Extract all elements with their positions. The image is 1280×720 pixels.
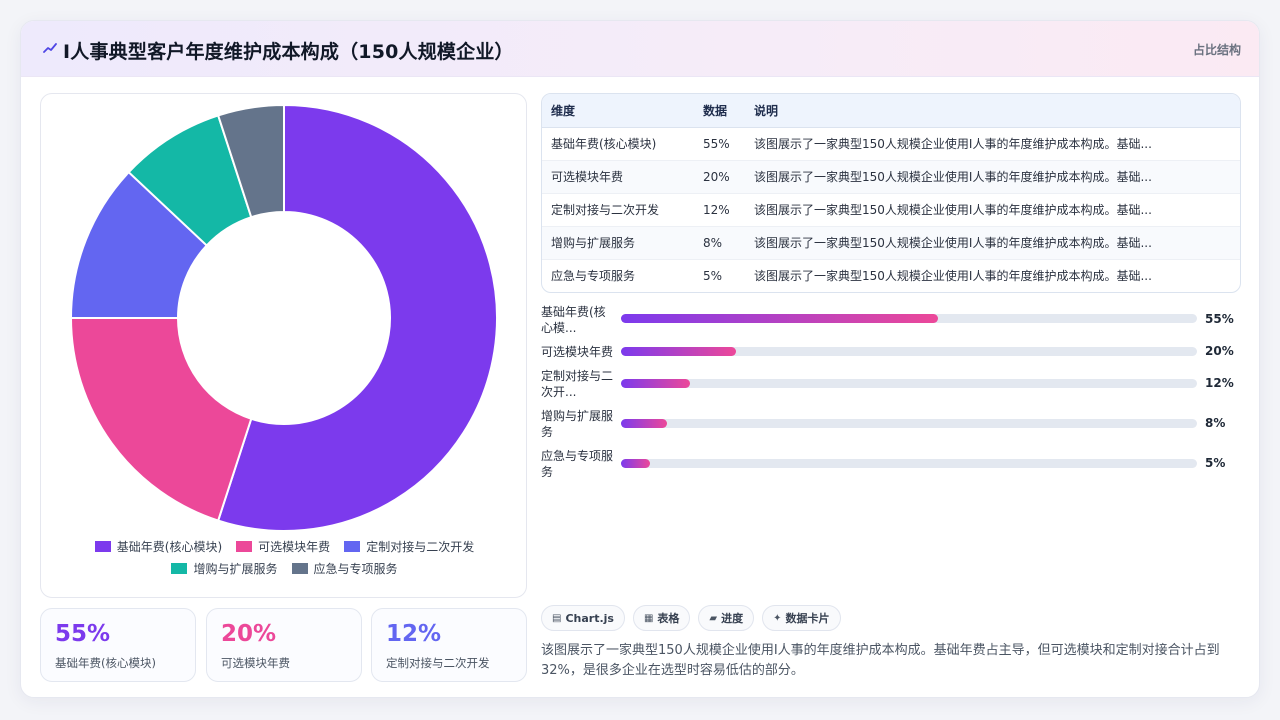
legend-label: 应急与专项服务	[313, 562, 398, 576]
stat-card-base-fee: 55% 基础年费(核心模块)	[40, 608, 196, 682]
stat-label: 可选模块年费	[221, 656, 290, 670]
table-cell: 该图展示了一家典型150人规模企业使用I人事的年度维护成本构成。基础...	[754, 269, 1152, 284]
data-table: 维度 数据 说明 基础年费(核心模块) 55% 该图展示了一家典型150人规模企业使…	[541, 93, 1241, 293]
slice-emergency[interactable]	[216, 103, 285, 219]
table-header-row: 维度 数据 说明	[542, 94, 1240, 128]
table-cell: 应急与专项服务	[551, 269, 636, 284]
legend-swatch	[171, 563, 188, 574]
progress-fill	[621, 379, 691, 388]
progress-track	[621, 314, 1197, 323]
legend-swatch	[291, 563, 308, 574]
progress-fill	[621, 314, 938, 323]
legend-label: 可选模块年费	[258, 540, 331, 554]
legend-item[interactable]: 增购与扩展服务	[171, 560, 278, 577]
legend-row-2: 增购与扩展服务 应急与专项服务	[41, 560, 528, 577]
slice-optional-modules[interactable]	[69, 317, 253, 522]
stat-value: 12%	[386, 621, 442, 647]
progress-label: 基础年费(核心模...	[541, 305, 606, 335]
legend-swatch	[94, 541, 111, 552]
table-cell: 12%	[694, 193, 745, 227]
legend-label: 定制对接与二次开发	[366, 540, 475, 554]
stat-label: 定制对接与二次开发	[386, 656, 490, 670]
legend-swatch	[344, 541, 361, 552]
stat-card-custom-dev: 12% 定制对接与二次开发	[371, 608, 527, 682]
chip-label: Chart.js	[565, 611, 614, 625]
chip-progress[interactable]: ▰ 进度	[698, 605, 755, 631]
feature-chips: ▤ Chart.js ▦ 表格 ▰ 进度 ✦ 数据卡片	[541, 605, 841, 631]
table-row[interactable]: 定制对接与二次开发 12% 该图展示了一家典型150人规模企业使用I人事的年度维护成…	[542, 193, 1240, 227]
progress-label: 定制对接与二次开...	[541, 369, 614, 399]
column-header: 说明	[745, 94, 1240, 128]
progress-label: 可选模块年费	[541, 345, 614, 359]
table-cell: 55%	[694, 127, 745, 161]
table-row[interactable]: 应急与专项服务 5% 该图展示了一家典型150人规模企业使用I人事的年度维护成本构成…	[542, 259, 1240, 292]
table-cell: 基础年费(核心模块)	[542, 127, 694, 161]
table-cell: 定制对接与二次开发	[542, 193, 694, 227]
legend-item[interactable]: 可选模块年费	[236, 538, 330, 555]
column-header: 维度	[542, 94, 694, 128]
table-icon: ▦	[643, 612, 654, 624]
progress-label: 应急与专项服务	[541, 449, 614, 479]
progress-icon: ▰	[709, 612, 718, 624]
progress-value: 12%	[1205, 376, 1234, 390]
progress-track	[621, 347, 1197, 356]
chip-label: 数据卡片	[785, 612, 830, 625]
table-cell: 增购与扩展服务	[542, 226, 694, 260]
table-cell: 该图展示了一家典型150人规模企业使用I人事的年度维护成本构成。基础...	[745, 226, 1240, 260]
table-cell: 5%	[703, 268, 723, 283]
table-cell: 可选模块年费	[542, 160, 694, 194]
progress-fill	[621, 347, 737, 356]
chip-label: 表格	[657, 612, 680, 625]
table-cell: 该图展示了一家典型150人规模企业使用I人事的年度维护成本构成。基础...	[745, 127, 1240, 161]
progress-value: 55%	[1205, 312, 1234, 326]
trend-line-icon	[43, 43, 57, 53]
column-header: 数据	[694, 94, 745, 128]
table-cell: 该图展示了一家典型150人规模企业使用I人事的年度维护成本构成。基础...	[745, 193, 1240, 227]
table-cell: 该图展示了一家典型150人规模企业使用I人事的年度维护成本构成。基础...	[745, 160, 1240, 194]
progress-value: 8%	[1205, 416, 1226, 430]
progress-fill	[621, 419, 668, 428]
legend-item[interactable]: 基础年费(核心模块)	[94, 538, 223, 555]
stat-card-optional-modules: 20% 可选模块年费	[206, 608, 362, 682]
chip-table[interactable]: ▦ 表格	[632, 605, 691, 631]
table-row[interactable]: 增购与扩展服务 8% 该图展示了一家典型150人规模企业使用I人事的年度维护成本构成…	[542, 226, 1240, 260]
table-cell: 8%	[694, 226, 745, 260]
legend-swatch	[236, 541, 253, 552]
progress-track	[621, 379, 1197, 388]
stat-value: 20%	[221, 621, 277, 647]
legend-item[interactable]: 定制对接与二次开发	[344, 538, 474, 555]
header-tag: 占比结构	[1192, 43, 1241, 57]
stat-label: 基础年费(核心模块)	[55, 656, 156, 670]
legend-item[interactable]: 应急与专项服务	[291, 560, 398, 577]
donut-chart-panel: 基础年费(核心模块) 可选模块年费 定制对接与二次开发 增购与扩展服务 应急与专…	[40, 93, 527, 598]
chip-data-cards[interactable]: ✦ 数据卡片	[762, 605, 841, 631]
legend-row-1: 基础年费(核心模块) 可选模块年费 定制对接与二次开发	[41, 538, 528, 555]
page-title: I人事典型客户年度维护成本构成（150人规模企业）	[63, 41, 514, 63]
donut-chart	[69, 103, 498, 532]
table-cell: 20%	[694, 160, 745, 194]
chip-chartjs[interactable]: ▤ Chart.js	[541, 605, 625, 631]
progress-track	[621, 419, 1197, 428]
legend-label: 基础年费(核心模块)	[116, 540, 223, 554]
progress-value: 5%	[1205, 456, 1226, 470]
main-card: I人事典型客户年度维护成本构成（150人规模企业） 占比结构 基础年费(核心模块…	[20, 20, 1260, 698]
progress-fill	[621, 459, 650, 468]
header: I人事典型客户年度维护成本构成（150人规模企业） 占比结构	[21, 21, 1259, 77]
stat-value: 55%	[55, 621, 111, 647]
progress-value: 20%	[1205, 344, 1234, 358]
table-row[interactable]: 基础年费(核心模块) 55% 该图展示了一家典型150人规模企业使用I人事的年度维护…	[542, 127, 1240, 161]
legend-label: 增购与扩展服务	[193, 562, 278, 576]
sparkle-icon: ✦	[773, 612, 782, 624]
slice-base-fee[interactable]	[216, 103, 498, 532]
progress-bars: 基础年费(核心模... 55% 可选模块年费 20% 定制对接与二次开... 1…	[541, 304, 1241, 504]
progress-label: 增购与扩展服务	[541, 409, 614, 439]
progress-track	[621, 459, 1197, 468]
table-row[interactable]: 可选模块年费 20% 该图展示了一家典型150人规模企业使用I人事的年度维护成本构成…	[542, 160, 1240, 194]
chart-icon: ▤	[552, 612, 562, 624]
summary-text: 该图展示了一家典型150人规模企业使用I人事的年度维护成本构成。基础年费占主导，…	[541, 643, 1220, 678]
chip-label: 进度	[721, 612, 744, 625]
